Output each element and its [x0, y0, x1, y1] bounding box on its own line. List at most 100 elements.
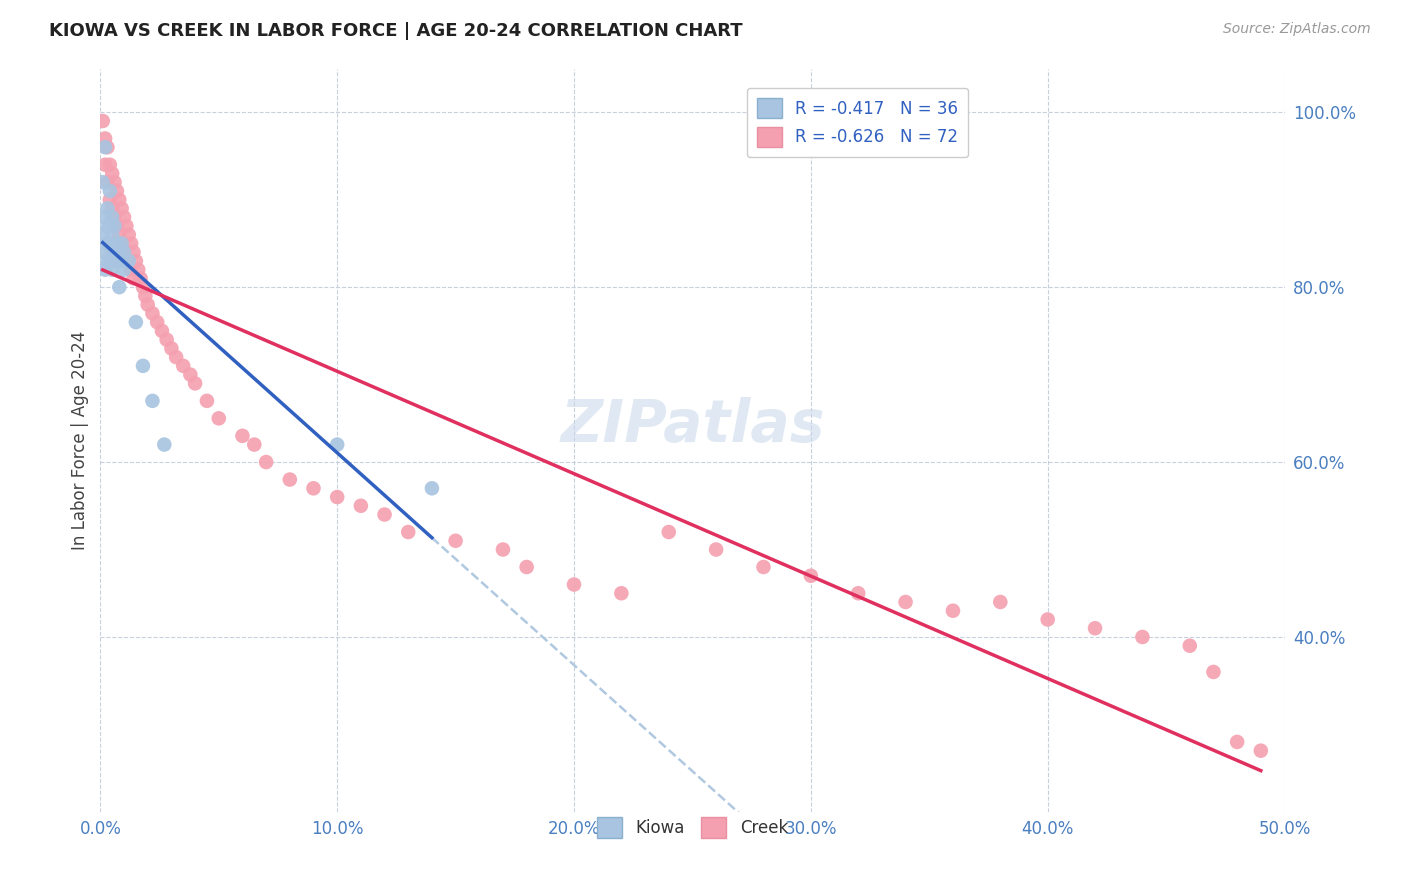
- Point: [444, 533, 467, 548]
- Point: [1036, 612, 1059, 626]
- Point: [1202, 665, 1225, 679]
- Point: [101, 166, 124, 180]
- Point: [243, 437, 266, 451]
- Point: [96, 202, 118, 216]
- Point: [108, 280, 131, 294]
- Point: [101, 202, 124, 216]
- Point: [112, 262, 135, 277]
- Point: [103, 219, 125, 233]
- Point: [105, 254, 128, 268]
- Point: [153, 437, 176, 451]
- Point: [103, 210, 125, 224]
- Point: [103, 175, 125, 189]
- Point: [115, 219, 138, 233]
- Point: [98, 193, 121, 207]
- Point: [94, 210, 117, 224]
- Point: [129, 271, 152, 285]
- Point: [98, 236, 121, 251]
- Point: [125, 254, 148, 268]
- Point: [195, 393, 218, 408]
- Point: [165, 350, 187, 364]
- Point: [179, 368, 201, 382]
- Point: [150, 324, 173, 338]
- Point: [254, 455, 277, 469]
- Point: [96, 236, 118, 251]
- Point: [420, 481, 443, 495]
- Point: [96, 140, 118, 154]
- Point: [704, 542, 727, 557]
- Point: [120, 262, 142, 277]
- Point: [112, 210, 135, 224]
- Point: [105, 219, 128, 233]
- Point: [136, 298, 159, 312]
- Point: [94, 245, 117, 260]
- Point: [326, 437, 349, 451]
- Point: [141, 306, 163, 320]
- Point: [101, 227, 124, 242]
- Point: [172, 359, 194, 373]
- Point: [752, 560, 775, 574]
- Point: [350, 499, 373, 513]
- Point: [98, 254, 121, 268]
- Text: ZIPatlas: ZIPatlas: [560, 397, 825, 454]
- Point: [988, 595, 1011, 609]
- Point: [658, 524, 681, 539]
- Text: KIOWA VS CREEK IN LABOR FORCE | AGE 20-24 CORRELATION CHART: KIOWA VS CREEK IN LABOR FORCE | AGE 20-2…: [49, 22, 742, 40]
- Point: [103, 254, 125, 268]
- Legend: Kiowa, Creek: Kiowa, Creek: [591, 811, 794, 845]
- Point: [184, 376, 207, 391]
- Point: [98, 219, 121, 233]
- Point: [94, 262, 117, 277]
- Point: [374, 508, 396, 522]
- Point: [96, 254, 118, 268]
- Point: [562, 577, 585, 591]
- Point: [208, 411, 231, 425]
- Point: [98, 184, 121, 198]
- Y-axis label: In Labor Force | Age 20-24: In Labor Force | Age 20-24: [72, 331, 89, 549]
- Point: [132, 280, 155, 294]
- Point: [610, 586, 633, 600]
- Point: [326, 490, 349, 504]
- Point: [118, 227, 141, 242]
- Point: [108, 227, 131, 242]
- Point: [894, 595, 917, 609]
- Point: [800, 568, 823, 582]
- Point: [846, 586, 869, 600]
- Point: [942, 604, 965, 618]
- Point: [141, 393, 163, 408]
- Point: [111, 254, 134, 268]
- Point: [231, 429, 253, 443]
- Point: [516, 560, 538, 574]
- Point: [101, 210, 124, 224]
- Point: [1226, 735, 1249, 749]
- Point: [111, 202, 134, 216]
- Point: [122, 271, 145, 285]
- Point: [134, 289, 156, 303]
- Point: [396, 524, 419, 539]
- Point: [112, 245, 135, 260]
- Text: Source: ZipAtlas.com: Source: ZipAtlas.com: [1223, 22, 1371, 37]
- Point: [278, 473, 301, 487]
- Point: [105, 236, 128, 251]
- Point: [91, 114, 114, 128]
- Point: [132, 359, 155, 373]
- Point: [127, 262, 149, 277]
- Point: [108, 193, 131, 207]
- Point: [91, 227, 114, 242]
- Point: [111, 236, 134, 251]
- Point: [115, 254, 138, 268]
- Point: [302, 481, 325, 495]
- Point: [112, 245, 135, 260]
- Point: [108, 245, 131, 260]
- Point: [96, 175, 118, 189]
- Point: [1132, 630, 1154, 644]
- Point: [94, 140, 117, 154]
- Point: [101, 262, 124, 277]
- Point: [103, 245, 125, 260]
- Point: [1178, 639, 1201, 653]
- Point: [120, 236, 142, 251]
- Point: [94, 131, 117, 145]
- Point: [492, 542, 515, 557]
- Point: [160, 342, 183, 356]
- Point: [1250, 744, 1272, 758]
